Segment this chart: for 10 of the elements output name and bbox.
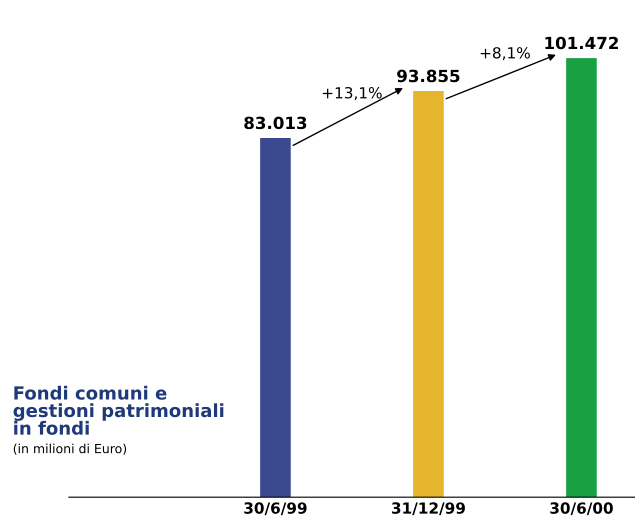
x-tick-label: 31/12/99	[392, 502, 465, 516]
annotation: +13,1%	[322, 87, 382, 100]
text: Fondi comuni e gestioni patrimoniali in fondi	[14, 386, 224, 435]
text: (in milioni di Euro)	[14, 444, 126, 455]
data-label: 83.013	[244, 116, 306, 130]
data-label: 93.855	[397, 70, 460, 82]
annotation: +8,1%	[480, 47, 530, 60]
x-tick-label: 30/6/00	[550, 502, 613, 516]
data-label: 101.472	[545, 36, 618, 50]
x-tick-label: 30/6/99	[244, 502, 307, 516]
